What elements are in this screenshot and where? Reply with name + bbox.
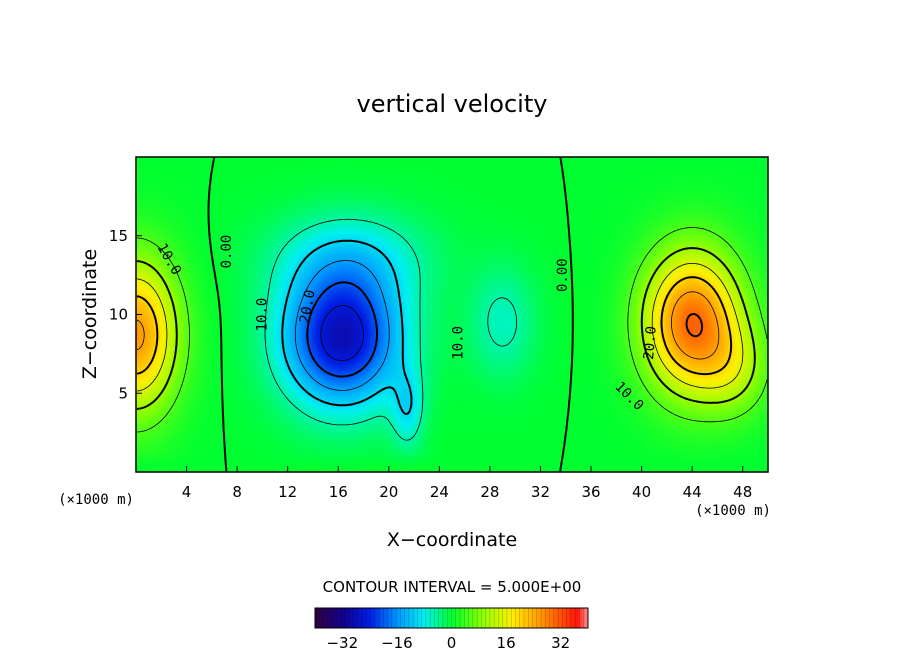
contour-level-15 [136, 262, 744, 392]
contour-level-0 [207, 157, 574, 472]
y-axis: 5 10 15 [109, 227, 142, 402]
y-tick-label: 15 [109, 227, 128, 245]
colorbar-tick-label: −32 [326, 634, 358, 652]
x-tick-label: 48 [733, 483, 752, 501]
contour-level-neg10 [281, 239, 413, 416]
contour-level-neg25 [320, 305, 364, 362]
x-unit-left: (×1000 m) [58, 492, 134, 508]
y-axis-label: Z−coordinate [79, 249, 101, 379]
x-tick-label: 12 [278, 483, 297, 501]
contour-label: 10.0 [450, 326, 466, 360]
x-tick-label: 16 [329, 483, 348, 501]
contour-interval: CONTOUR INTERVAL = 5.000E+00 [323, 578, 582, 596]
contour-level-neg15 [294, 260, 390, 391]
x-tick-label: 4 [182, 483, 192, 501]
x-tick-label: 32 [531, 483, 550, 501]
x-tick-label: 20 [379, 483, 398, 501]
colorbar: −32 −16 0 16 32 [314, 607, 589, 652]
contour-label: 0.00 [555, 258, 571, 292]
x-unit-right: (×1000 m) [695, 503, 771, 519]
y-tick-label: 5 [118, 384, 128, 402]
colorbar-tick-label: 32 [551, 634, 570, 652]
x-tick-label: 40 [632, 483, 651, 501]
chart-title: vertical velocity [357, 90, 548, 118]
x-tick-label: 44 [683, 483, 702, 501]
contour-label: 10.0 [254, 298, 270, 332]
colorbar-ticks: −32 −16 0 16 32 [319, 608, 584, 652]
contour-level-neg20 [306, 281, 378, 378]
x-tick-label: 36 [581, 483, 600, 501]
heatmap-image [136, 157, 768, 472]
contour-level-5 [136, 227, 768, 433]
x-tick-label: 8 [232, 483, 242, 501]
contour-label: 20.0 [297, 289, 319, 325]
y-tick-label: 10 [109, 306, 128, 324]
contour-level-30 [685, 312, 704, 338]
contour-label: 20.0 [641, 325, 660, 360]
contour-lines [136, 157, 768, 472]
x-tick-label: 24 [430, 483, 449, 501]
colorbar-frame [314, 607, 589, 629]
x-axis: 4 8 12 16 20 24 28 32 36 40 44 48 [182, 466, 752, 501]
colorbar-tick-label: 16 [497, 634, 516, 652]
colorbar-tick-label: −16 [381, 634, 413, 652]
x-tick-label: 28 [480, 483, 499, 501]
x-axis-label: X−coordinate [387, 529, 517, 551]
contour-level-25 [136, 291, 720, 360]
contour-level-10 [136, 247, 756, 410]
colorbar-tick-label: 0 [447, 634, 457, 652]
contour-label: 0.00 [219, 235, 235, 269]
contour-level-neg5 [264, 218, 518, 441]
contour-level-20 [136, 276, 733, 376]
